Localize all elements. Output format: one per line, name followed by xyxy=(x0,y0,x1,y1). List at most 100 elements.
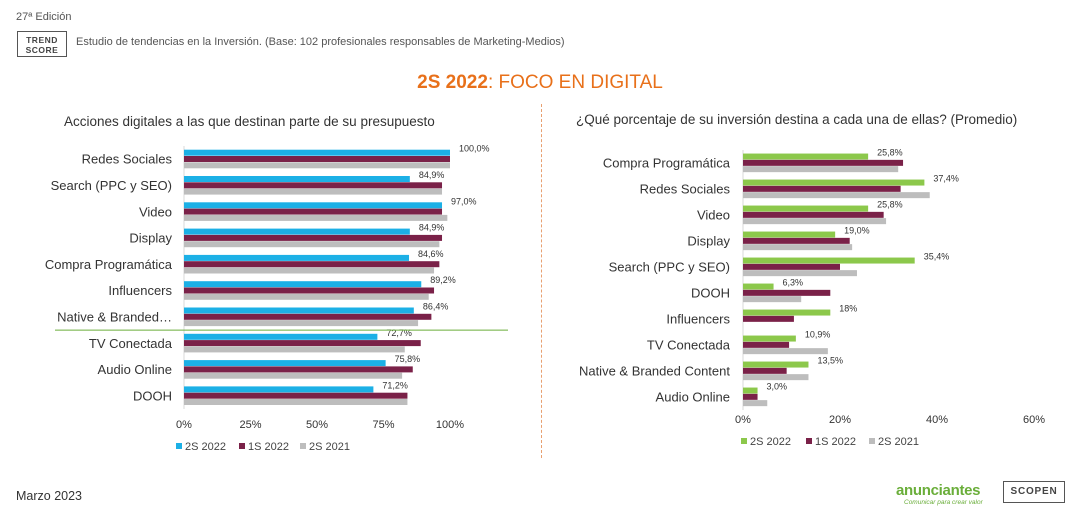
left-data-label: 72,7% xyxy=(386,328,412,338)
right-bar-2s-2022 xyxy=(743,179,925,186)
left-bar-1s-2022 xyxy=(184,366,413,373)
right-bar-2s-2022 xyxy=(743,309,831,316)
left-bar-2s-2022 xyxy=(184,333,378,340)
left-data-label: 100,0% xyxy=(459,144,490,154)
left-data-label: 84,6% xyxy=(418,249,444,259)
right-category-label: Influencers xyxy=(666,312,730,327)
left-bar-2s-2021 xyxy=(184,267,435,274)
right-category-label: Video xyxy=(697,208,730,223)
right-bar-2s-2021 xyxy=(743,374,809,381)
left-bar-2s-2022 xyxy=(184,228,410,235)
logo-line-2: SCORE xyxy=(25,45,59,55)
left-category-label: Search (PPC y SEO) xyxy=(51,178,172,193)
left-bar-2s-2022 xyxy=(184,149,450,156)
left-x-tick-label: 0% xyxy=(176,419,192,431)
anunciantes-logo: anunciantes xyxy=(896,482,981,499)
left-category-label: Video xyxy=(139,204,172,219)
left-bar-2s-2022 xyxy=(184,281,422,288)
right-legend-label: 2S 2022 xyxy=(750,436,791,448)
right-bar-1s-2022 xyxy=(743,211,884,218)
left-bar-2s-2022 xyxy=(184,176,410,182)
right-bar-2s-2021 xyxy=(743,166,899,173)
left-bar-1s-2022 xyxy=(184,392,408,399)
right-bar-1s-2022 xyxy=(743,237,850,244)
left-bar-2s-2021 xyxy=(184,293,429,300)
right-data-label: 18% xyxy=(839,304,857,314)
left-data-label: 75,8% xyxy=(395,354,421,364)
left-legend-label: 2S 2022 xyxy=(185,441,226,453)
left-chart-title: Acciones digitales a las que destinan pa… xyxy=(64,114,435,129)
right-bar-1s-2022 xyxy=(743,159,904,166)
right-bar-2s-2021 xyxy=(743,218,887,225)
right-category-label: Search (PPC y SEO) xyxy=(609,260,730,275)
right-x-tick-label: 20% xyxy=(829,414,851,426)
left-bar-1s-2022 xyxy=(184,208,443,215)
right-legend-label: 1S 2022 xyxy=(815,436,856,448)
right-bar-2s-2022 xyxy=(743,335,796,342)
right-data-label: 13,5% xyxy=(817,356,843,366)
right-chart-title: ¿Qué porcentaje de su inversión destina … xyxy=(576,112,1018,127)
anunciantes-tagline: Comunicar para crear valor xyxy=(904,499,983,506)
left-x-tick-label: 25% xyxy=(239,419,261,431)
right-bar-2s-2022 xyxy=(743,387,758,394)
scopen-logo: SCOPEN xyxy=(1003,481,1065,503)
left-data-label: 84,9% xyxy=(419,170,445,180)
left-x-tick-label: 100% xyxy=(436,419,464,431)
left-legend-label: 1S 2022 xyxy=(248,441,289,453)
left-bar-2s-2021 xyxy=(184,346,405,353)
left-category-label: Native & Branded… xyxy=(57,309,172,324)
right-legend-swatch xyxy=(741,438,747,444)
right-bar-1s-2022 xyxy=(743,341,790,348)
left-bar-2s-2022 xyxy=(184,254,410,261)
right-bar-1s-2022 xyxy=(743,393,758,400)
right-bar-2s-2021 xyxy=(743,348,828,355)
right-bar-1s-2022 xyxy=(743,315,794,322)
right-bar-2s-2021 xyxy=(743,192,930,199)
right-bar-2s-2022 xyxy=(743,361,809,368)
right-bar-2s-2022 xyxy=(743,283,774,290)
left-category-label: Influencers xyxy=(108,283,172,298)
right-data-label: 25,8% xyxy=(877,148,903,158)
left-category-label: Redes Sociales xyxy=(82,152,173,167)
left-category-label: TV Conectada xyxy=(89,336,173,351)
right-bar-2s-2022 xyxy=(743,153,869,160)
right-bar-1s-2022 xyxy=(743,289,831,296)
right-bar-1s-2022 xyxy=(743,367,787,374)
left-data-label: 89,2% xyxy=(430,275,456,285)
right-bar-1s-2022 xyxy=(743,263,840,270)
page-title: 2S 2022: FOCO EN DIGITAL xyxy=(0,72,1080,94)
logo-line-1: TREND xyxy=(26,35,58,45)
right-data-label: 25,8% xyxy=(877,200,903,210)
left-bar-1s-2022 xyxy=(184,287,435,294)
right-data-label: 19,0% xyxy=(844,226,870,236)
right-bar-2s-2022 xyxy=(743,231,836,238)
left-bar-2s-2021 xyxy=(184,320,419,327)
panel-divider xyxy=(541,104,542,458)
right-legend-label: 2S 2021 xyxy=(878,436,919,448)
right-category-label: Native & Branded Content xyxy=(579,364,730,379)
study-subtitle: Estudio de tendencias en la Inversión. (… xyxy=(76,36,565,48)
right-data-label: 6,3% xyxy=(783,278,804,288)
left-data-label: 71,2% xyxy=(382,380,408,390)
right-category-label: TV Conectada xyxy=(647,338,731,353)
right-bar-2s-2021 xyxy=(743,270,857,277)
left-bar-1s-2022 xyxy=(184,261,440,268)
right-x-tick-label: 60% xyxy=(1023,414,1045,426)
left-bar-2s-2021 xyxy=(184,188,443,195)
trend-score-logo: TREND SCORE xyxy=(17,31,67,57)
right-x-tick-label: 40% xyxy=(926,414,948,426)
left-category-label: Display xyxy=(129,231,172,246)
left-legend-swatch xyxy=(176,443,182,449)
right-bar-2s-2021 xyxy=(743,296,802,303)
left-x-tick-label: 75% xyxy=(372,419,394,431)
right-legend-swatch xyxy=(806,438,812,444)
left-data-label: 97,0% xyxy=(451,196,477,206)
left-legend-label: 2S 2021 xyxy=(309,441,350,453)
left-bar-1s-2022 xyxy=(184,182,443,189)
right-data-label: 37,4% xyxy=(933,174,959,184)
left-x-tick-label: 50% xyxy=(306,419,328,431)
right-category-label: Display xyxy=(687,234,730,249)
left-bar-1s-2022 xyxy=(184,313,432,320)
right-legend-swatch xyxy=(869,438,875,444)
